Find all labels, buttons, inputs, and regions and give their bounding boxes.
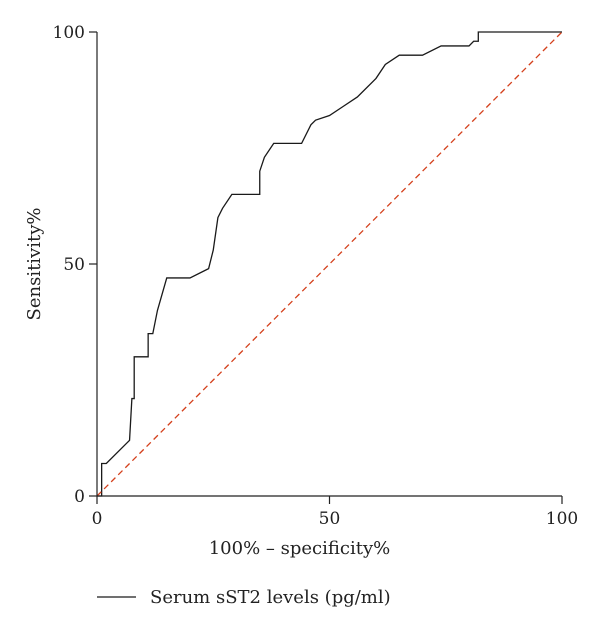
roc-curve-line <box>97 31 562 497</box>
legend: Serum sST2 levels (pg/ml) <box>97 587 391 608</box>
labels: 0 50 100 0 50 100 100% – specificity% Sensitivi… <box>24 23 578 559</box>
legend-label: Serum sST2 levels (pg/ml) <box>150 587 391 608</box>
y-tick-label: 100 <box>53 23 85 43</box>
y-tick-label: 0 <box>74 487 85 507</box>
plot-area <box>96 31 563 497</box>
y-axis-title: Sensitivity% <box>24 208 45 321</box>
x-tick-label: 100 <box>546 509 578 529</box>
axes <box>89 31 563 504</box>
reference-diagonal-line <box>96 31 563 497</box>
x-axis-title: 100% – specificity% <box>209 538 391 559</box>
y-tick-label: 50 <box>63 255 85 275</box>
x-tick-label: 0 <box>92 509 103 529</box>
x-tick-label: 50 <box>319 509 341 529</box>
